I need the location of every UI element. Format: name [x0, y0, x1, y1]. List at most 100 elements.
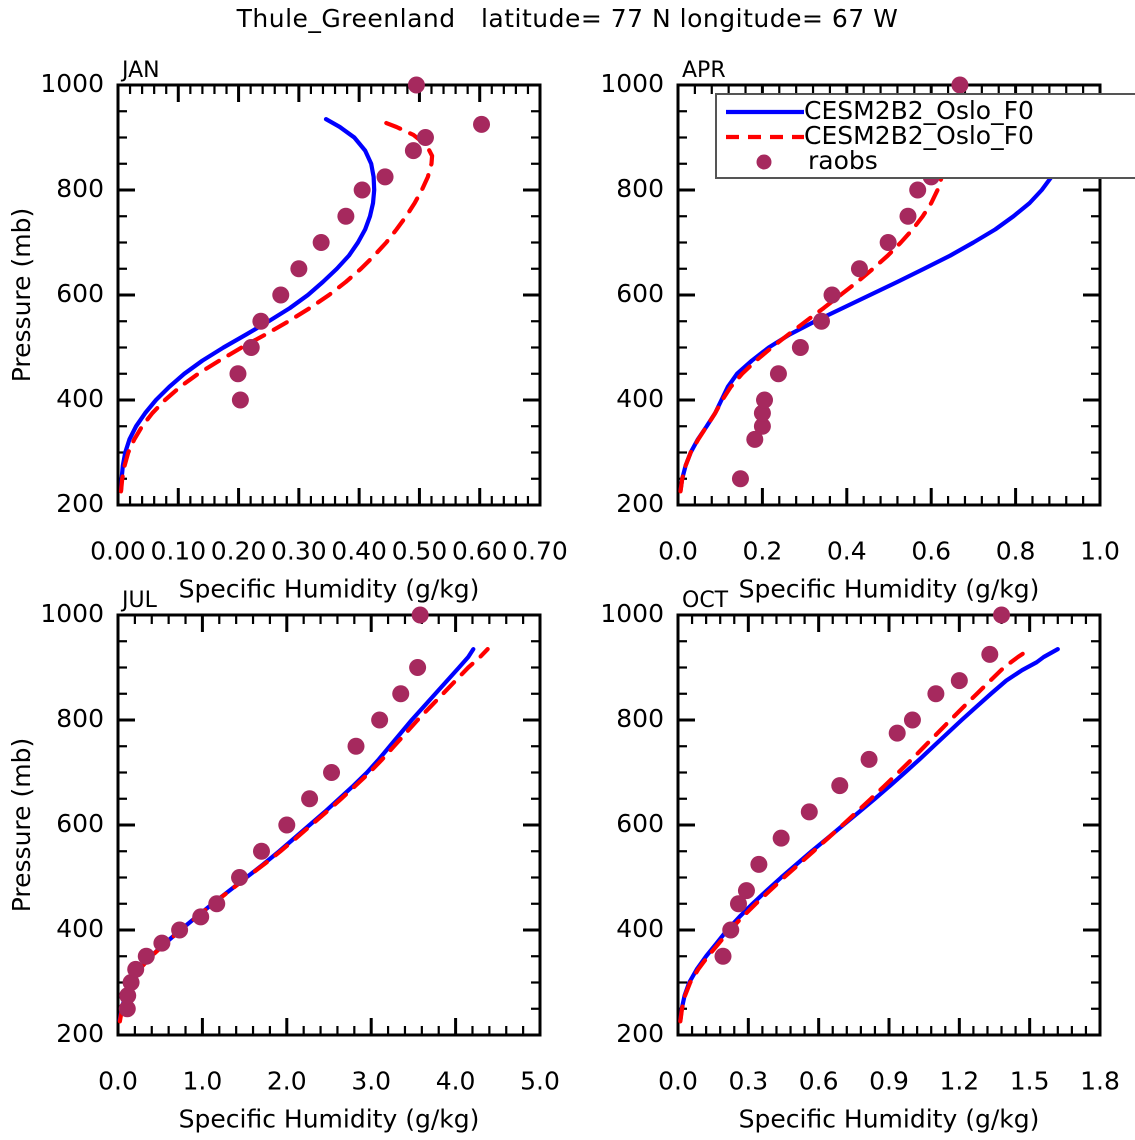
- x-tick-label: 0.0: [658, 1066, 698, 1095]
- raobs-marker: [252, 312, 270, 330]
- raobs-marker: [229, 365, 247, 383]
- y-tick-label: 800: [56, 704, 104, 733]
- panel-month-label: JAN: [120, 58, 160, 83]
- panel-month-label: APR: [682, 58, 726, 83]
- y-tick-label: 600: [56, 279, 104, 308]
- raobs-marker: [772, 829, 790, 847]
- raobs-marker: [860, 750, 878, 768]
- raobs-marker: [323, 764, 341, 781]
- x-tick-label: 5.0: [520, 1066, 560, 1095]
- x-tick-label: 0.40: [331, 536, 387, 565]
- series-line-2: [118, 118, 435, 494]
- series-line-2: [117, 647, 490, 1024]
- x-axis-title: Specific Humidity (g/kg): [739, 1104, 1040, 1133]
- x-tick-label: 1.0: [183, 1066, 223, 1095]
- y-tick-label: 200: [56, 1019, 104, 1048]
- raobs-marker: [404, 142, 422, 160]
- raobs-marker: [337, 207, 355, 225]
- series-line-1: [118, 117, 377, 493]
- y-tick-label: 600: [616, 809, 664, 838]
- raobs-marker: [899, 207, 917, 225]
- y-tick-label: 400: [56, 914, 104, 943]
- raobs-marker: [756, 391, 774, 409]
- x-tick-label: 0.20: [211, 536, 267, 565]
- raobs-marker: [371, 711, 389, 729]
- figure-title: Thule_Greenland latitude= 77 N longitude…: [236, 4, 899, 33]
- series-line-2: [678, 122, 946, 494]
- x-tick-label: 0.50: [392, 536, 448, 565]
- legend-label: CESM2B2_Oslo_F0: [804, 121, 1034, 150]
- x-tick-label: 0.0: [98, 1066, 138, 1095]
- x-tick-label: 1.5: [1010, 1066, 1050, 1095]
- x-axis-title: Specific Humidity (g/kg): [179, 1104, 480, 1133]
- raobs-marker: [753, 417, 771, 435]
- raobs-marker: [407, 76, 425, 94]
- raobs-marker: [737, 882, 755, 900]
- raobs-marker: [137, 947, 155, 965]
- x-tick-label: 0.4: [827, 536, 867, 565]
- raobs-marker: [981, 645, 999, 663]
- raobs-marker: [800, 803, 818, 821]
- y-tick-label: 400: [56, 384, 104, 413]
- y-tick-label: 1000: [40, 69, 104, 98]
- x-tick-label: 0.9: [869, 1066, 909, 1095]
- raobs-marker: [171, 921, 189, 939]
- raobs-marker: [888, 724, 906, 742]
- raobs-marker: [909, 181, 927, 199]
- y-tick-label: 1000: [600, 69, 664, 98]
- y-tick-label: 1000: [600, 599, 664, 628]
- raobs-marker: [242, 339, 260, 356]
- y-tick-label: 400: [616, 914, 664, 943]
- panel-jan: 0.00 0.10 0.20 0.30 0.40 0.50 0.60 0.70 200 400 60…: [0, 25, 580, 610]
- y-tick-label: 200: [56, 489, 104, 518]
- raobs-marker: [192, 908, 210, 926]
- raobs-marker: [347, 737, 365, 755]
- y-tick-label: 200: [616, 489, 664, 518]
- y-axis-title: Pressure (mb): [7, 738, 36, 912]
- x-tick-label: 0.70: [512, 536, 568, 565]
- raobs-marker: [951, 76, 969, 94]
- raobs-marker: [416, 129, 434, 146]
- panel-month-label: OCT: [682, 588, 729, 613]
- legend-marker-swatch: [756, 154, 772, 170]
- raobs-marker: [731, 470, 749, 488]
- x-axis-title: Specific Humidity (g/kg): [179, 574, 480, 603]
- series-line-2: [678, 647, 1032, 1024]
- raobs-marker: [473, 115, 491, 133]
- raobs-marker: [153, 934, 171, 952]
- raobs-marker: [353, 181, 371, 199]
- raobs-marker: [231, 869, 249, 886]
- x-tick-label: 0.60: [452, 536, 508, 565]
- raobs-marker: [850, 260, 868, 278]
- panel-month-label: JUL: [120, 588, 158, 613]
- x-tick-label: 0.3: [728, 1066, 768, 1095]
- legend-label: CESM2B2_Oslo_F0: [804, 96, 1034, 125]
- y-tick-label: 800: [616, 174, 664, 203]
- raobs-marker: [750, 855, 768, 873]
- y-tick-label: 600: [56, 809, 104, 838]
- raobs-marker: [252, 842, 270, 860]
- x-tick-label: 1.2: [939, 1066, 979, 1095]
- legend-label: raobs: [808, 146, 878, 175]
- raobs-marker: [879, 234, 897, 251]
- raobs-marker: [312, 234, 330, 251]
- panel-oct: 0.0 0.3 0.6 0.9 1.2 1.5 1.8 200 400 600 800 1000 OCT…: [560, 555, 1135, 1140]
- plot-frame: [676, 613, 1102, 1037]
- raobs-marker: [722, 921, 740, 939]
- raobs-marker: [729, 895, 747, 913]
- legend-box: [715, 93, 1135, 179]
- y-tick-label: 800: [56, 174, 104, 203]
- raobs-marker: [791, 339, 809, 356]
- x-tick-label: 1.8: [1080, 1066, 1120, 1095]
- raobs-marker: [208, 895, 226, 913]
- series-line-1: [117, 647, 476, 1023]
- raobs-marker: [376, 168, 394, 186]
- raobs-marker: [272, 286, 290, 304]
- x-tick-label: 0.2: [743, 536, 783, 565]
- panel-apr: 0.0 0.2 0.4 0.6 0.8 1.0 200 400 600 800 1000 APR Spe…: [560, 25, 1135, 610]
- raobs-marker: [122, 974, 140, 991]
- x-tick-label: 0.6: [911, 536, 951, 565]
- x-tick-label: 2.0: [267, 1066, 307, 1095]
- raobs-marker: [769, 365, 787, 383]
- y-axis-title: Pressure (mb): [7, 208, 36, 382]
